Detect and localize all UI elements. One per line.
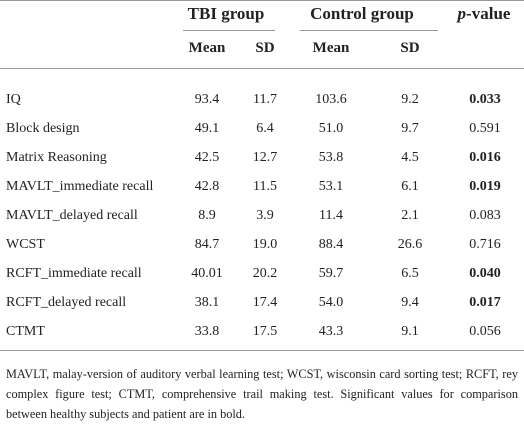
cell: 9.1: [401, 324, 419, 339]
sub-header: SD: [255, 40, 275, 56]
cell: 38.1: [194, 295, 220, 310]
p-value: 0.017: [469, 295, 501, 310]
cell: 54.0: [318, 295, 344, 310]
p-value: 0.591: [469, 121, 501, 136]
cell: 93.4: [194, 92, 220, 107]
group-header: TBI group: [187, 4, 265, 23]
row-label: CTMT: [6, 324, 45, 339]
p-value: 0.083: [469, 208, 501, 223]
cell: 53.8: [318, 150, 344, 165]
row-label: MAVLT_immediate recall: [6, 179, 154, 194]
header-rule: [0, 68, 524, 69]
cell: 3.9: [256, 208, 274, 223]
cell: 40.01: [191, 266, 223, 281]
p-italic: p: [457, 4, 467, 23]
cell: 17.4: [252, 295, 278, 310]
cell: 49.1: [194, 121, 220, 136]
cell: 12.7: [252, 150, 278, 165]
row-label: MAVLT_delayed recall: [6, 208, 138, 223]
cell: 59.7: [318, 266, 344, 281]
row-label: RCFT_immediate recall: [6, 266, 142, 281]
p-value: 0.033: [469, 92, 501, 107]
row-label: Matrix Reasoning: [6, 150, 107, 165]
cell: 9.4: [401, 295, 419, 310]
p-value: 0.040: [469, 266, 501, 281]
cell: 6.5: [401, 266, 419, 281]
cell: 53.1: [318, 179, 344, 194]
group-rule: [183, 30, 275, 31]
group-header: Control group: [310, 4, 414, 23]
row-label: Block design: [6, 121, 80, 136]
cell: 11.4: [319, 208, 343, 223]
top-rule: [0, 0, 524, 1]
group-rule: [300, 30, 438, 31]
cell: 8.9: [198, 208, 216, 223]
sub-header: Mean: [312, 40, 350, 56]
cell: 2.1: [401, 208, 419, 223]
cell: 6.4: [256, 121, 274, 136]
row-label: RCFT_delayed recall: [6, 295, 127, 310]
cell: 43.3: [318, 324, 344, 339]
cell: 88.4: [318, 237, 344, 252]
cell: 42.5: [194, 150, 220, 165]
row-label: WCST: [6, 237, 45, 252]
cell: 20.2: [252, 266, 278, 281]
cell: 26.6: [397, 237, 423, 252]
p-value: 0.716: [469, 237, 501, 252]
p-rest: -value: [466, 4, 511, 23]
p-value: 0.056: [469, 324, 501, 339]
bottom-rule: [0, 350, 524, 351]
cell: 9.7: [401, 121, 419, 136]
cell: 6.1: [401, 179, 419, 194]
cell: 103.6: [315, 92, 347, 107]
p-value: 0.019: [469, 179, 501, 194]
p-value: 0.016: [469, 150, 501, 165]
cell: 4.5: [401, 150, 419, 165]
cell: 51.0: [318, 121, 344, 136]
footnote: MAVLT, malay-version of auditory verbal …: [6, 367, 518, 421]
cell: 11.5: [253, 179, 277, 194]
cell: 17.5: [252, 324, 278, 339]
p-header: p-value: [458, 4, 511, 24]
cell: 84.7: [194, 237, 220, 252]
cell: 11.7: [253, 92, 277, 107]
sub-header: SD: [400, 40, 420, 56]
cell: 42.8: [194, 179, 220, 194]
cell: 19.0: [252, 237, 278, 252]
cell: 9.2: [401, 92, 419, 107]
sub-header: Mean: [188, 40, 226, 56]
cell: 33.8: [194, 324, 220, 339]
row-label: IQ: [6, 92, 21, 107]
